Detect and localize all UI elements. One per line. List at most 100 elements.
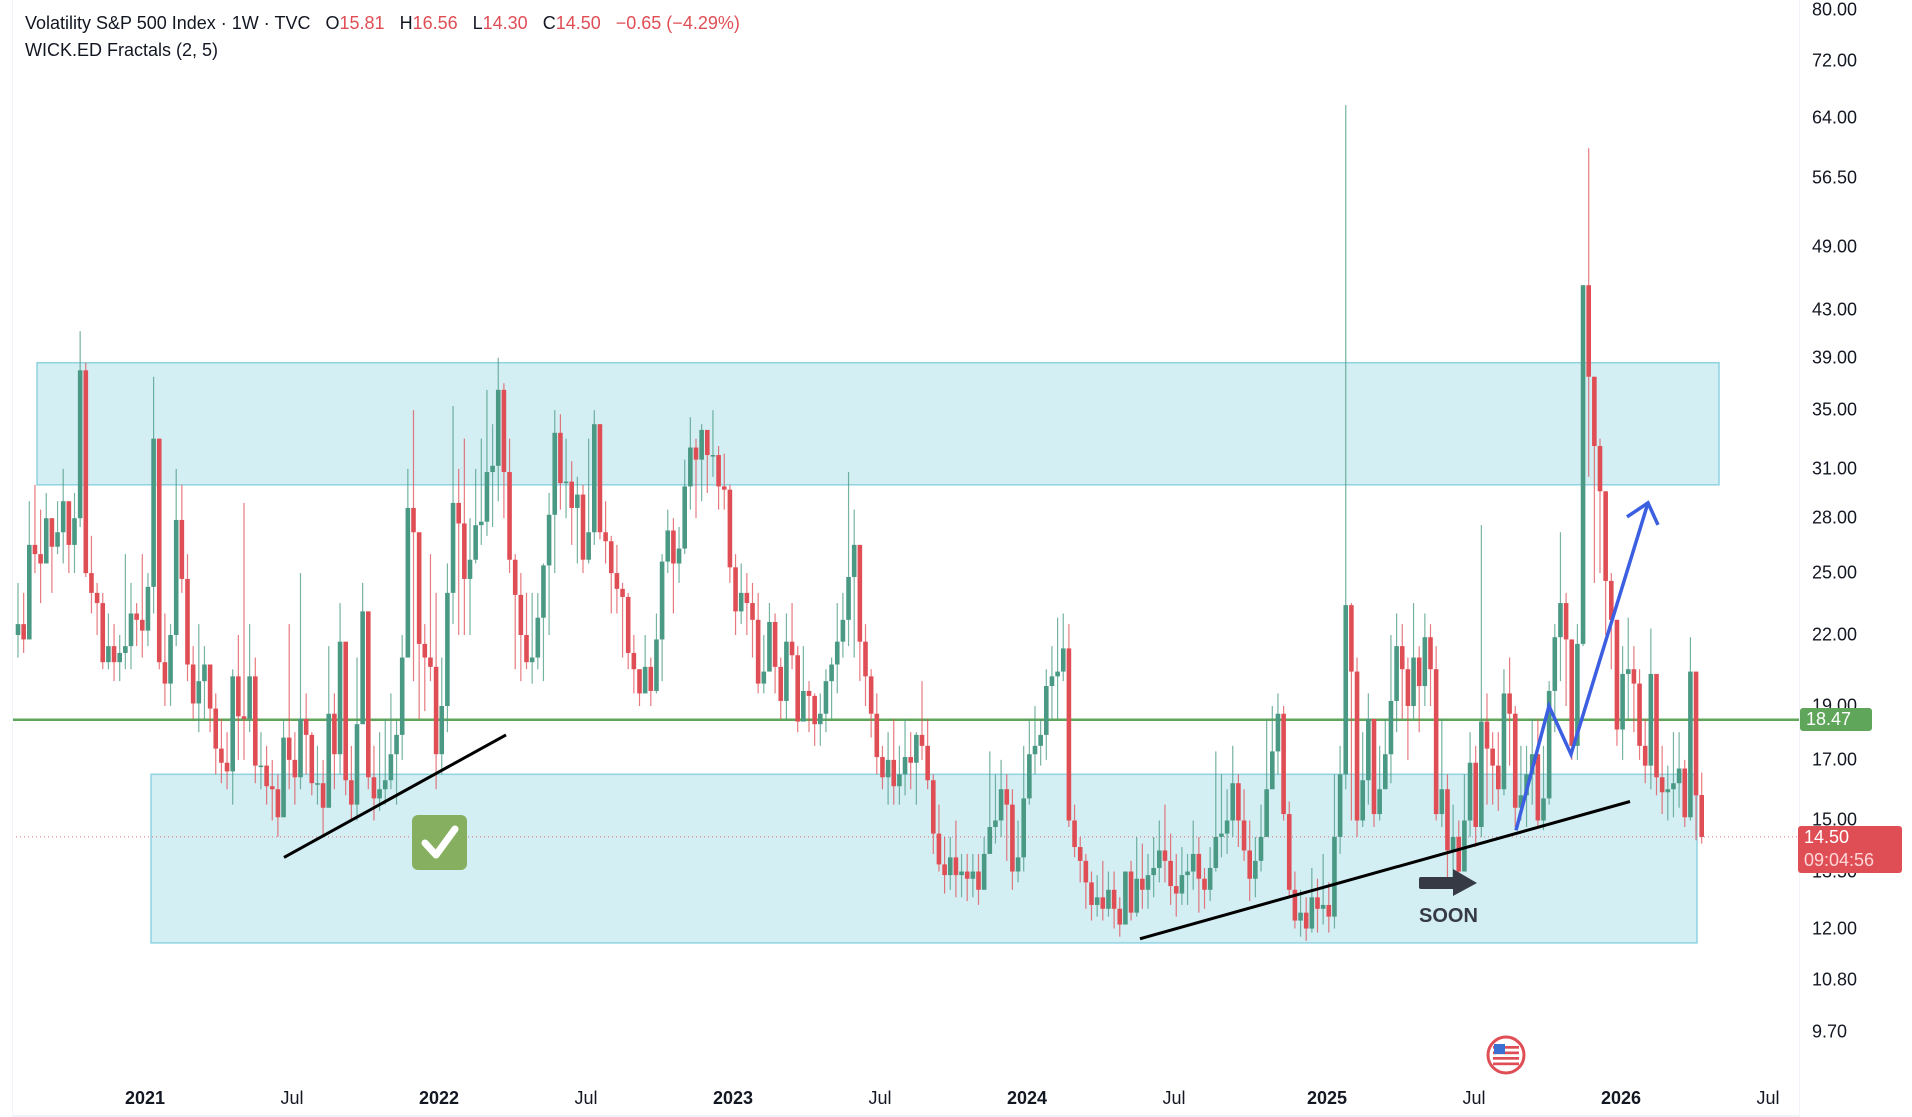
chart-bottom-border: [12, 1115, 1912, 1117]
candle-body: [1642, 745, 1648, 766]
candle-body: [411, 507, 416, 533]
candle-body: [512, 559, 518, 595]
candle-body: [1405, 669, 1411, 707]
candle-body: [671, 530, 676, 564]
candle-body: [106, 646, 111, 663]
time-tick-label: 2021: [124, 1088, 166, 1108]
candle-body: [1693, 671, 1699, 796]
time-tick-label: Jul: [574, 1088, 598, 1108]
chart-legend: Volatility S&P 500 Index · 1W · TVC O15.…: [25, 10, 740, 64]
candle-body: [83, 370, 89, 574]
candle-body: [1270, 751, 1275, 790]
symbol-title[interactable]: Volatility S&P 500 Index · 1W · TVC: [25, 13, 311, 33]
time-tick-label: 2026: [1600, 1088, 1642, 1108]
candle-body: [1027, 754, 1032, 799]
candle-body: [614, 573, 620, 589]
candle-body: [1462, 820, 1467, 872]
candle-body: [868, 676, 874, 714]
candle-body: [1383, 754, 1388, 790]
time-tick-label: Jul: [868, 1088, 892, 1108]
candle-body: [834, 641, 840, 665]
candle-body: [269, 786, 275, 790]
candle-body: [15, 624, 21, 636]
candle-body: [716, 455, 721, 487]
candle-body: [1072, 820, 1077, 848]
trendline-2: [1139, 800, 1631, 941]
candle-body: [620, 588, 625, 597]
candle-body: [801, 690, 806, 722]
candle-body: [637, 669, 642, 694]
candle-body: [467, 559, 473, 579]
candle-body: [1168, 860, 1173, 887]
candle-body: [462, 523, 467, 579]
candle-body: [1366, 718, 1371, 781]
price-tick-label: 10.80: [1812, 969, 1858, 990]
candle-body: [1603, 491, 1608, 581]
candle-body: [1371, 718, 1377, 815]
candle-body: [569, 481, 574, 508]
candle-body: [1337, 774, 1343, 837]
candle-body: [1134, 878, 1139, 913]
candle-body: [1637, 683, 1642, 746]
candle-body: [168, 635, 173, 684]
candle-body: [1580, 285, 1586, 644]
candle-body: [1688, 671, 1693, 818]
candle-body: [326, 713, 332, 808]
candle-body: [699, 429, 704, 460]
candle-body: [360, 611, 365, 725]
price-axis[interactable]: 80.00 72.00 64.00 56.50 49.00 43.00 39.00 35.00…: [1799, 0, 1912, 1117]
candle-body: [631, 652, 637, 670]
candle-body: [38, 554, 43, 564]
candle-body: [66, 501, 72, 545]
candle-body: [795, 655, 800, 722]
candle-body: [123, 646, 128, 653]
candle-body: [1349, 605, 1354, 672]
candle-body: [1399, 646, 1405, 670]
candle-body: [552, 432, 558, 515]
level-price-value: 18.47: [1806, 709, 1852, 729]
candle-body: [230, 676, 235, 772]
candle-body: [1569, 639, 1575, 746]
indicator-title[interactable]: WICK.ED Fractals (2, 5): [25, 40, 219, 60]
time-tick-label: Jul: [280, 1088, 304, 1108]
price-tick-label: 22.00: [1812, 624, 1858, 645]
candle-body: [908, 757, 913, 763]
candle-body: [846, 576, 851, 620]
candle-body: [1467, 762, 1473, 821]
close-label: C: [542, 13, 556, 33]
candle-body: [936, 833, 942, 865]
candle-body: [1253, 860, 1258, 879]
candle-body: [1360, 780, 1365, 821]
candle-body: [145, 586, 151, 631]
candle-body: [207, 664, 213, 709]
candle-body: [55, 532, 60, 547]
candle-body: [1450, 836, 1456, 851]
candle-body: [49, 518, 55, 547]
candle-body: [1575, 643, 1580, 746]
candle-body: [1518, 795, 1524, 808]
candle-body: [1202, 878, 1207, 890]
candle-body: [1207, 867, 1213, 890]
candle-body: [1066, 648, 1072, 821]
candle-body: [140, 619, 145, 631]
price-tick-label: 31.00: [1812, 458, 1858, 479]
candle-body: [1173, 886, 1179, 894]
candle-body: [445, 592, 450, 707]
candle-body: [1479, 721, 1484, 827]
candle-body: [1558, 603, 1563, 638]
candle-body: [676, 548, 682, 564]
candle-body: [156, 438, 162, 663]
candle-body: [998, 789, 1004, 821]
candle-body: [495, 389, 501, 466]
candle-body: [264, 765, 269, 787]
candle-body: [275, 789, 281, 818]
drawings[interactable]: [283, 500, 1660, 1075]
candle-body: [1275, 713, 1281, 752]
candle-body: [710, 455, 716, 457]
candle-body: [1286, 814, 1292, 890]
candle-body: [416, 532, 422, 644]
candle-body: [377, 789, 382, 799]
candle-body: [659, 561, 665, 640]
